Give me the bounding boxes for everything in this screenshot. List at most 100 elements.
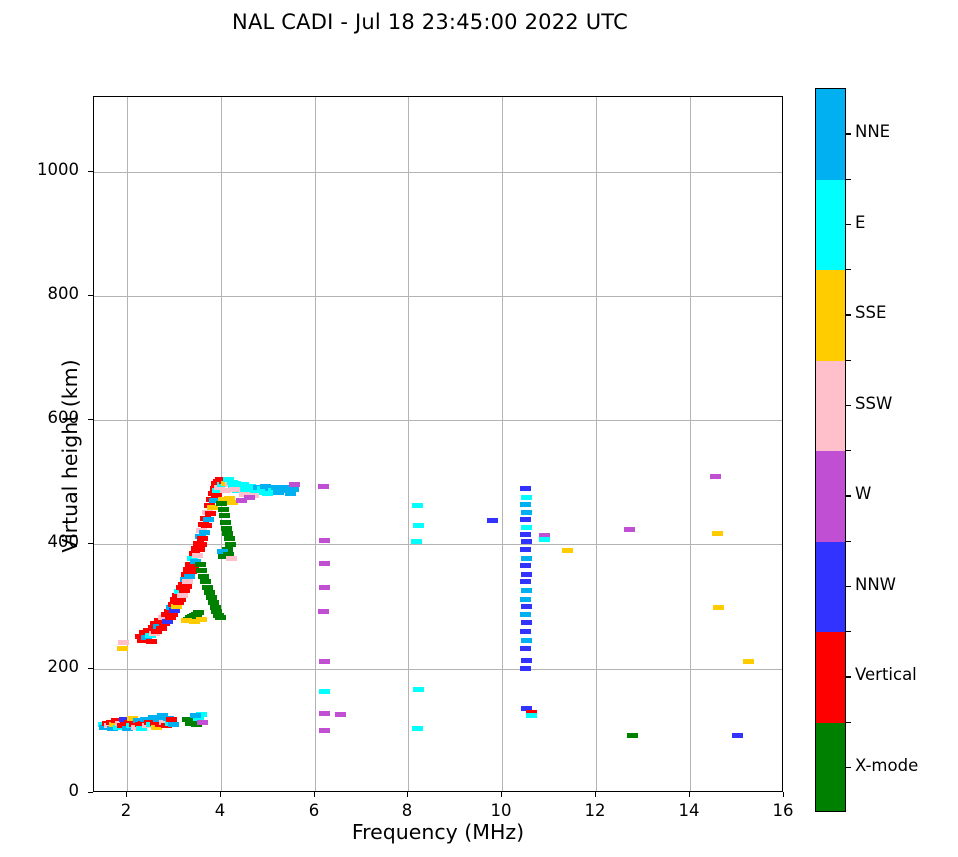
x-axis-tick-label: 16 bbox=[772, 801, 794, 820]
colorbar-label-x-mode: X-mode bbox=[855, 755, 919, 775]
echo-point bbox=[126, 715, 138, 721]
colorbar-segment-sse[interactable] bbox=[816, 270, 845, 361]
echo-point bbox=[200, 579, 212, 585]
echo-point bbox=[193, 546, 205, 552]
echo-point bbox=[520, 611, 532, 617]
colorbar-segment-nne[interactable] bbox=[816, 89, 845, 180]
echo-point bbox=[156, 626, 168, 632]
echo-point bbox=[520, 628, 532, 634]
echo-point bbox=[168, 722, 180, 728]
colorbar-segment-e[interactable] bbox=[816, 179, 845, 270]
colorbar-segment-nnw[interactable] bbox=[816, 541, 845, 632]
colorbar-tick bbox=[846, 404, 851, 407]
echo-point bbox=[520, 646, 532, 652]
echo-point bbox=[238, 492, 250, 498]
echo-point bbox=[412, 503, 424, 509]
echo-point bbox=[178, 587, 190, 593]
colorbar-label-nne: NNE bbox=[855, 122, 891, 142]
echo-point bbox=[520, 563, 532, 569]
echo-point bbox=[412, 725, 424, 731]
echo-point bbox=[188, 618, 200, 624]
echo-point bbox=[221, 530, 233, 536]
echo-point bbox=[319, 560, 331, 566]
echo-point bbox=[134, 633, 146, 639]
echo-point bbox=[167, 611, 179, 617]
y-axis-tick-label: 600 bbox=[47, 408, 80, 427]
echo-point bbox=[521, 571, 533, 577]
echo-point bbox=[521, 587, 533, 593]
echo-point bbox=[181, 617, 193, 623]
x-axis-tick bbox=[501, 792, 502, 797]
y-axis-tick-label: 400 bbox=[47, 532, 80, 551]
echo-point bbox=[169, 607, 181, 613]
gridline-vertical bbox=[315, 97, 316, 791]
echo-point bbox=[172, 600, 184, 606]
gridline-vertical bbox=[127, 97, 128, 791]
echo-point bbox=[203, 590, 215, 596]
echo-point bbox=[520, 579, 532, 585]
page-title: NAL CADI - Jul 18 23:45:00 2022 UTC bbox=[232, 10, 628, 34]
echo-point bbox=[164, 615, 176, 621]
echo-point bbox=[262, 490, 274, 496]
colorbar-boundary-tick bbox=[846, 540, 851, 542]
colorbar-tick bbox=[846, 676, 851, 678]
colorbar-tick bbox=[846, 585, 851, 588]
echo-point bbox=[203, 517, 215, 523]
echo-point bbox=[182, 579, 194, 585]
echo-point bbox=[561, 548, 573, 554]
colorbar-segment-x-mode[interactable] bbox=[816, 722, 845, 811]
echo-point bbox=[201, 523, 213, 529]
colorbar-label-w: W bbox=[855, 484, 872, 504]
echo-point bbox=[207, 600, 219, 606]
echo-point bbox=[712, 605, 724, 611]
echo-point bbox=[218, 513, 230, 519]
echo-point bbox=[711, 530, 723, 536]
gridline-horizontal bbox=[94, 669, 782, 670]
y-axis-tick-label: 800 bbox=[47, 284, 80, 303]
echo-point bbox=[520, 546, 532, 552]
y-axis-label: Virtual height (km) bbox=[58, 359, 82, 553]
echo-point bbox=[191, 553, 203, 559]
echo-point bbox=[118, 717, 130, 723]
x-axis-tick bbox=[407, 792, 408, 797]
echo-point bbox=[157, 615, 169, 621]
echo-point bbox=[149, 720, 161, 726]
y-axis-tick bbox=[88, 668, 93, 669]
gridline-vertical bbox=[690, 97, 691, 791]
echo-point bbox=[521, 705, 533, 711]
colorbar[interactable] bbox=[815, 88, 846, 812]
echo-point bbox=[235, 498, 247, 504]
echo-point bbox=[520, 666, 532, 672]
colorbar-tick bbox=[846, 223, 851, 226]
colorbar-label-vertical: Vertical bbox=[855, 665, 917, 685]
colorbar-segment-vertical[interactable] bbox=[816, 632, 845, 723]
echo-point bbox=[171, 604, 183, 610]
colorbar-segment-ssw[interactable] bbox=[816, 360, 845, 451]
echo-point bbox=[153, 717, 165, 723]
echo-point bbox=[216, 500, 228, 506]
echo-point bbox=[196, 616, 208, 622]
x-axis-tick-label: 2 bbox=[120, 801, 132, 820]
colorbar-boundary-tick bbox=[846, 269, 851, 271]
colorbar-tick bbox=[846, 766, 851, 769]
echo-point bbox=[223, 495, 235, 501]
echo-point bbox=[198, 574, 210, 580]
echo-point bbox=[107, 725, 119, 731]
echo-point bbox=[521, 555, 533, 561]
colorbar-label-nnw: NNW bbox=[855, 574, 897, 594]
echo-point bbox=[180, 584, 192, 590]
echo-point bbox=[273, 489, 285, 495]
echo-point bbox=[186, 569, 198, 575]
colorbar-segment-w[interactable] bbox=[816, 451, 845, 542]
colorbar-boundary-tick bbox=[846, 721, 851, 723]
echo-point bbox=[197, 719, 209, 725]
echo-point bbox=[225, 555, 237, 561]
echo-point bbox=[219, 488, 231, 494]
x-axis-tick bbox=[595, 792, 596, 797]
y-axis-tick-label: 200 bbox=[47, 657, 80, 676]
echo-point bbox=[270, 484, 282, 490]
echo-point bbox=[195, 712, 207, 718]
gridline-horizontal bbox=[94, 420, 782, 421]
echo-point bbox=[521, 657, 533, 663]
